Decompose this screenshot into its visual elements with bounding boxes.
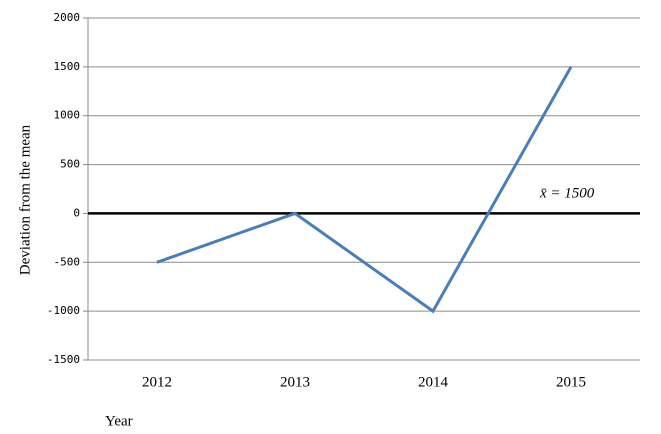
y-tick-label: -500 [54,255,81,268]
x-tick-label: 2013 [280,374,310,390]
y-axis-label: Deviation from the mean [17,124,33,275]
y-tick-label: -1000 [47,304,80,317]
y-tick-label: 1000 [54,109,81,122]
y-tick-label: 2000 [54,11,81,24]
x-axis-label: Year [105,413,133,429]
y-tick-label: -1500 [47,353,80,366]
x-tick-label: 2012 [142,374,172,390]
y-tick-label: 1500 [54,60,81,73]
x-tick-label: 2014 [418,374,449,390]
y-tick-label: 500 [60,158,80,171]
x-tick-label: 2015 [556,374,586,390]
annotation: x̄ = 1500 [539,185,595,201]
y-tick-label: 0 [73,206,80,219]
data-line [156,66,573,314]
